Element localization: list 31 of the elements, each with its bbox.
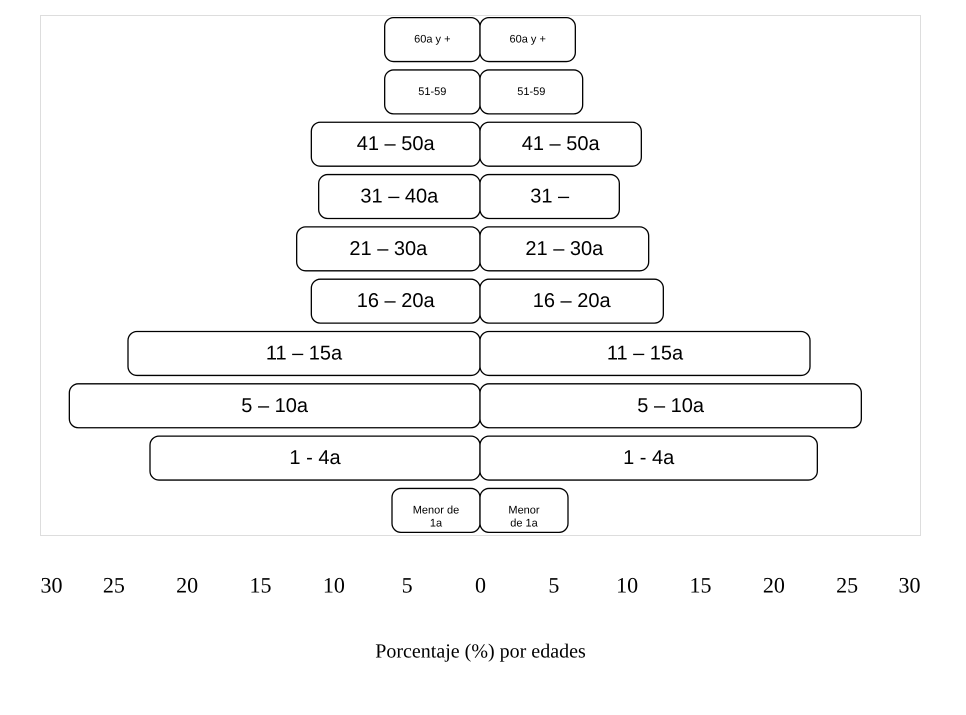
x-tick-label: 25 bbox=[102, 572, 125, 598]
y-tick-label: 16 – 20a bbox=[356, 290, 436, 312]
annotation: 11 – 15a bbox=[606, 342, 684, 364]
x-tick-label: 20 bbox=[762, 572, 785, 598]
y-tick-label: 31 – 40a bbox=[360, 186, 440, 208]
x-tick-label: 5 bbox=[548, 572, 560, 598]
x-tick-label: 30 bbox=[898, 572, 920, 598]
annotation: 41 – 50a bbox=[522, 133, 600, 156]
annotation: 60a y + bbox=[509, 34, 546, 46]
annotation: 16 – 20a bbox=[532, 290, 612, 312]
x-tick-label: 10 bbox=[322, 572, 345, 598]
x-tick-label: 10 bbox=[616, 572, 638, 598]
x-tick-label: 0 bbox=[475, 572, 486, 598]
x-tick-label: 25 bbox=[836, 572, 858, 598]
annotation: 5 – 10a bbox=[637, 394, 705, 417]
annotation: 51-59 bbox=[517, 86, 546, 98]
x-tick-label: 20 bbox=[176, 572, 198, 598]
y-tick-label: 60a y + bbox=[414, 34, 451, 46]
annotation: 21 – 30a bbox=[525, 238, 604, 260]
annotation: 1 - 4a bbox=[623, 447, 676, 470]
y-tick-label: 51-59 bbox=[418, 86, 446, 98]
annotation: 31 – bbox=[530, 186, 570, 208]
x-tick-label: 15 bbox=[250, 572, 272, 598]
x-tick-label: 15 bbox=[690, 572, 712, 598]
annotation: Menor de 1a bbox=[508, 504, 540, 530]
x-axis-title: Porcentaje (%) por edades bbox=[375, 640, 586, 662]
y-tick-label: 41 – 50a bbox=[356, 133, 436, 156]
x-tick-label: 5 bbox=[402, 572, 413, 598]
y-tick-label: Menor de 1a bbox=[412, 504, 460, 530]
x-tick-label: 30 bbox=[40, 572, 62, 598]
y-tick-label: 21 – 30a bbox=[349, 238, 428, 260]
